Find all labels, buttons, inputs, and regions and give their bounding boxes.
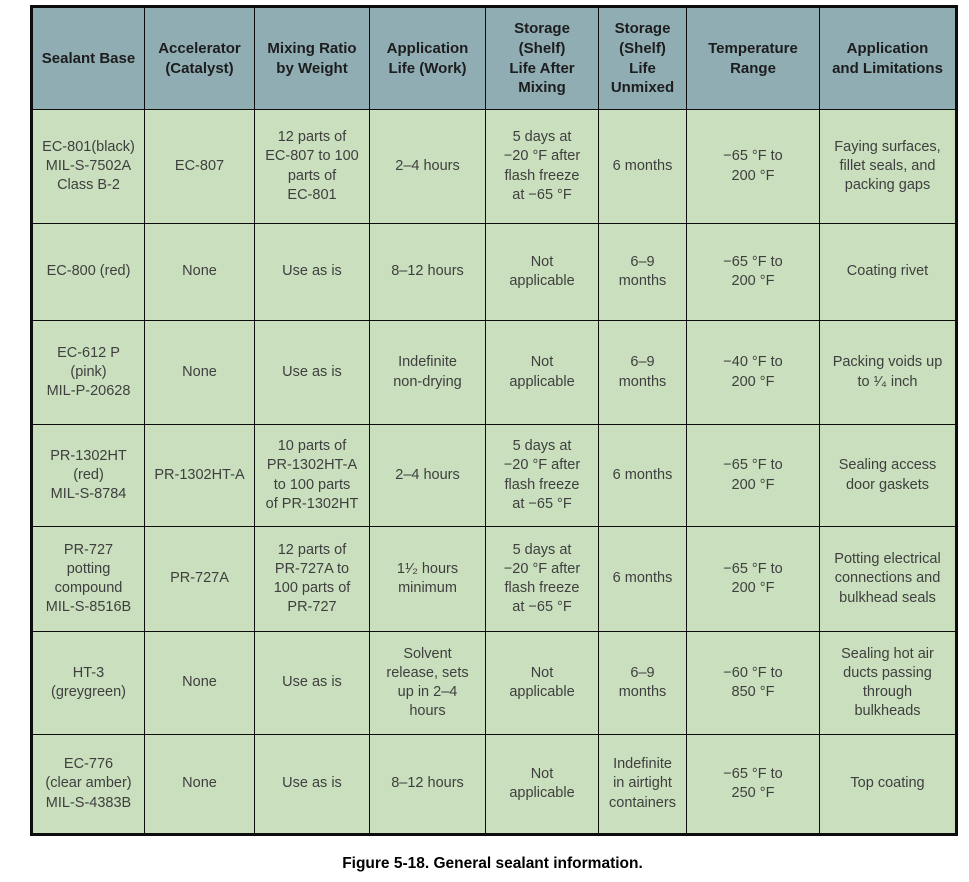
table-cell: PR-727 potting compound MIL-S-8516B bbox=[31, 526, 145, 632]
table-cell: Use as is bbox=[254, 631, 370, 735]
table-cell: Not applicable bbox=[485, 734, 599, 835]
table-cell: Use as is bbox=[254, 734, 370, 835]
sealant-table: Sealant Base Accelerator (Catalyst) Mixing… bbox=[30, 5, 958, 836]
table-cell: Faying surfaces, fillet seals, and packi… bbox=[819, 109, 957, 224]
table-cell: 5 days at −20 °F after flash freeze at −… bbox=[485, 526, 599, 632]
column-header: Storage (Shelf) Life Unmixed bbox=[598, 6, 687, 110]
table-cell: Not applicable bbox=[485, 223, 599, 321]
table-cell: 5 days at −20 °F after flash freeze at −… bbox=[485, 109, 599, 224]
table-cell: −65 °F to 250 °F bbox=[686, 734, 820, 835]
table-cell: Packing voids up to ¹⁄₄ inch bbox=[819, 320, 957, 425]
table-cell: −60 °F to 850 °F bbox=[686, 631, 820, 735]
table-cell: 6 months bbox=[598, 109, 687, 224]
table-row: PR-1302HT (red) MIL-S-8784 PR-1302HT-A 10 … bbox=[31, 424, 957, 527]
table-cell: −65 °F to 200 °F bbox=[686, 424, 820, 527]
table-cell: None bbox=[144, 223, 255, 321]
table-cell: EC-807 bbox=[144, 109, 255, 224]
table-cell: Solvent release, sets up in 2–4 hours bbox=[369, 631, 486, 735]
table-cell: −40 °F to 200 °F bbox=[686, 320, 820, 425]
table-cell: 6–9 months bbox=[598, 223, 687, 321]
column-header: Mixing Ratio by Weight bbox=[254, 6, 370, 110]
table-cell: 6–9 months bbox=[598, 320, 687, 425]
table-cell: −65 °F to 200 °F bbox=[686, 223, 820, 321]
table-row: EC-612 P (pink) MIL-P-20628 None Use as is… bbox=[31, 320, 957, 425]
sealant-figure: Sealant Base Accelerator (Catalyst) Mixing… bbox=[30, 5, 958, 873]
column-header: Storage (Shelf) Life After Mixing bbox=[485, 6, 599, 110]
table-cell: Potting electrical connections and bulkh… bbox=[819, 526, 957, 632]
table-cell: 5 days at −20 °F after flash freeze at −… bbox=[485, 424, 599, 527]
table-cell: 2–4 hours bbox=[369, 109, 486, 224]
table-cell: 10 parts of PR-1302HT-A to 100 parts of … bbox=[254, 424, 370, 527]
column-header: Temperature Range bbox=[686, 6, 820, 110]
table-cell: EC-800 (red) bbox=[31, 223, 145, 321]
table-cell: 8–12 hours bbox=[369, 734, 486, 835]
table-cell: 12 parts of PR-727A to 100 parts of PR-7… bbox=[254, 526, 370, 632]
table-header-row: Sealant Base Accelerator (Catalyst) Mixing… bbox=[31, 6, 957, 110]
table-cell: Coating rivet bbox=[819, 223, 957, 321]
column-header: Application and Limitations bbox=[819, 6, 957, 110]
table-cell: 6–9 months bbox=[598, 631, 687, 735]
table-cell: 1¹⁄₂ hours minimum bbox=[369, 526, 486, 632]
table-cell: Top coating bbox=[819, 734, 957, 835]
table-row: HT-3 (greygreen) None Use as is Solvent rel… bbox=[31, 631, 957, 735]
table-cell: −65 °F to 200 °F bbox=[686, 526, 820, 632]
table-cell: Not applicable bbox=[485, 320, 599, 425]
table-cell: 8–12 hours bbox=[369, 223, 486, 321]
table-cell: None bbox=[144, 320, 255, 425]
table-cell: 2–4 hours bbox=[369, 424, 486, 527]
column-header: Sealant Base bbox=[31, 6, 145, 110]
table-cell: 12 parts of EC-807 to 100 parts of EC-80… bbox=[254, 109, 370, 224]
table-cell: EC-801(black) MIL-S-7502A Class B-2 bbox=[31, 109, 145, 224]
table-cell: PR-727A bbox=[144, 526, 255, 632]
table-cell: None bbox=[144, 631, 255, 735]
table-cell: PR-1302HT (red) MIL-S-8784 bbox=[31, 424, 145, 527]
table-cell: Sealing access door gaskets bbox=[819, 424, 957, 527]
table-cell: Indefinite non-drying bbox=[369, 320, 486, 425]
table-cell: Not applicable bbox=[485, 631, 599, 735]
table-row: PR-727 potting compound MIL-S-8516B PR-72… bbox=[31, 526, 957, 632]
table-cell: EC-776 (clear amber) MIL-S-4383B bbox=[31, 734, 145, 835]
table-cell: EC-612 P (pink) MIL-P-20628 bbox=[31, 320, 145, 425]
table-cell: 6 months bbox=[598, 424, 687, 527]
table-cell: Sealing hot air ducts passing through bu… bbox=[819, 631, 957, 735]
table-cell: Use as is bbox=[254, 320, 370, 425]
figure-caption: Figure 5-18. General sealant information… bbox=[342, 855, 643, 872]
table-cell: 6 months bbox=[598, 526, 687, 632]
table-row: EC-800 (red) None Use as is 8–12 hours Not a… bbox=[31, 223, 957, 321]
table-cell: PR-1302HT-A bbox=[144, 424, 255, 527]
table-body: EC-801(black) MIL-S-7502A Class B-2 EC-80… bbox=[31, 109, 957, 835]
table-cell: None bbox=[144, 734, 255, 835]
table-cell: HT-3 (greygreen) bbox=[31, 631, 145, 735]
table-cell: Indefinite in airtight containers bbox=[598, 734, 687, 835]
table-cell: −65 °F to 200 °F bbox=[686, 109, 820, 224]
table-row: EC-776 (clear amber) MIL-S-4383B None Use … bbox=[31, 734, 957, 835]
table-cell: Use as is bbox=[254, 223, 370, 321]
column-header: Accelerator (Catalyst) bbox=[144, 6, 255, 110]
table-row: EC-801(black) MIL-S-7502A Class B-2 EC-80… bbox=[31, 109, 957, 224]
column-header: Application Life (Work) bbox=[369, 6, 486, 110]
